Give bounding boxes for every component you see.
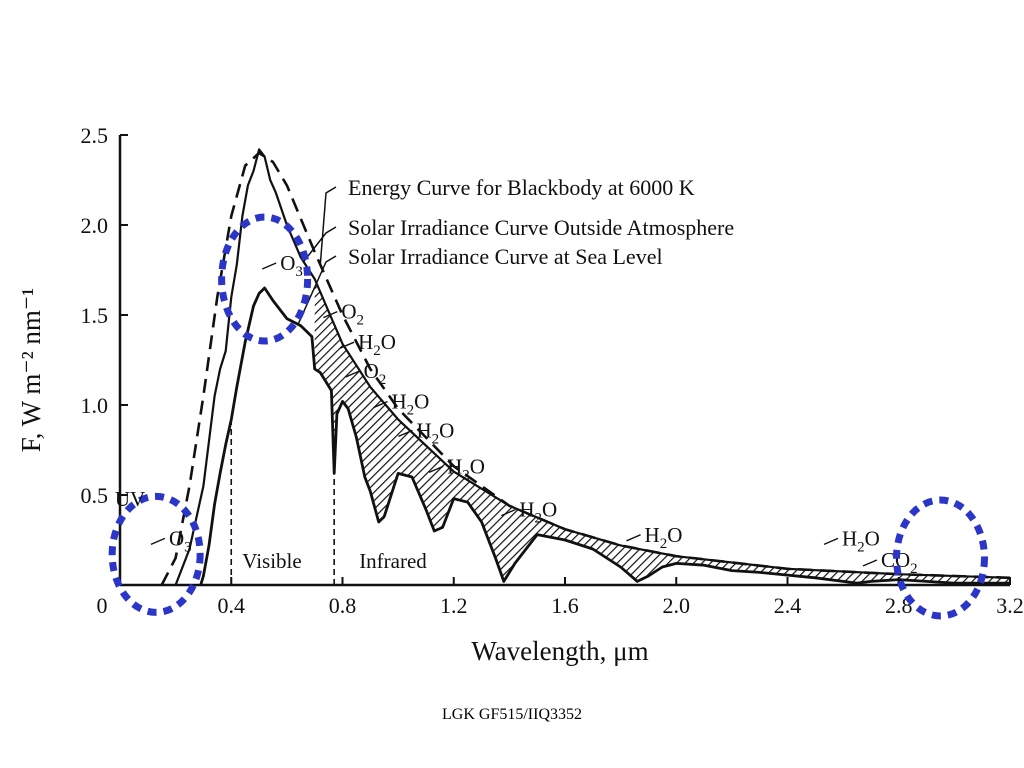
absorption-label-part: 2 — [357, 313, 365, 329]
absorption-label-part: O — [414, 390, 429, 414]
absorption-leader — [373, 400, 388, 409]
x-axis-title: Wavelength, μm — [471, 636, 648, 666]
absorption-label-part: 2 — [535, 511, 543, 527]
absorption-leader — [398, 429, 413, 438]
absorption-leader — [626, 534, 641, 542]
legend-entry: Solar Irradiance Curve at Sea Level — [348, 244, 663, 269]
absorption-label-part: O — [470, 454, 485, 478]
region-label-infrared: Infrared — [359, 549, 427, 573]
absorption-label-part: 3 — [295, 264, 303, 280]
legend-entry: Solar Irradiance Curve Outside Atmospher… — [348, 215, 734, 240]
absorption-label-part: O — [542, 498, 557, 522]
ticks-layer: 0 0.4 0.8 1.2 1.6 2.0 2.4 2.8 3.20.51.01.52.02.5 — [81, 123, 1024, 618]
y-tick-label: 2.0 — [81, 213, 109, 238]
absorption-label-part: O — [439, 418, 454, 442]
absorption-label: H2O — [391, 390, 429, 419]
absorption-label-part: O — [341, 300, 356, 324]
absorption-label-part: O — [280, 251, 295, 275]
highlight-circles — [108, 213, 988, 620]
absorption-leader — [428, 465, 444, 474]
absorption-leader — [261, 262, 277, 270]
absorption-leader — [150, 537, 166, 546]
absorption-label-part: H — [842, 526, 857, 550]
x-tick-label: 2.0 — [663, 593, 691, 618]
absorption-label: O3 — [169, 526, 192, 555]
region-label-visible: Visible — [242, 549, 301, 573]
y-tick-label: 1.5 — [81, 303, 109, 328]
legend-entry: Energy Curve for Blackbody at 6000 K — [348, 175, 695, 200]
y-tick-label: 0.5 — [81, 483, 109, 508]
absorption-label-part: H — [358, 330, 373, 354]
absorption-label: H2O — [842, 526, 880, 555]
absorption-label: H2O — [447, 454, 485, 483]
absorption-label: O3 — [280, 251, 303, 280]
region-label-uv: UV — [115, 487, 145, 511]
absorption-label-part: 2 — [373, 343, 381, 359]
absorption-leader — [339, 341, 355, 349]
axes-layer — [118, 135, 1010, 587]
y-tick-label: 1.0 — [81, 393, 109, 418]
region-boundaries — [230, 423, 335, 585]
absorption-label-part: 2 — [379, 372, 387, 388]
absorption-label: O2 — [341, 300, 364, 329]
solar-sea-level-curve — [199, 286, 1010, 586]
solar-outside-atmosphere-curve — [174, 148, 1011, 586]
series-layer — [160, 148, 1011, 586]
absorption-label: H2O — [645, 523, 683, 552]
absorption-label-part: 2 — [910, 561, 918, 577]
y-tick-label: 2.5 — [81, 123, 109, 148]
x-tick-label: 0 — [97, 593, 108, 618]
atmospheric-absorption-hatch — [314, 279, 1010, 584]
absorption-label-part: O — [364, 359, 379, 383]
absorption-label-part: H — [447, 454, 462, 478]
x-tick-label: 0.4 — [218, 593, 246, 618]
absorption-label-part: H — [645, 523, 660, 547]
absorption-label: H2O — [358, 330, 396, 359]
absorption-label-part: O — [169, 526, 184, 550]
absorption-leader — [345, 370, 360, 378]
highlight-ellipse — [218, 213, 312, 345]
legend-leader-line — [319, 186, 337, 265]
y-axis-title: F, W m⁻² nm⁻¹ — [16, 288, 46, 453]
absorption-label-part: 2 — [660, 536, 668, 552]
x-tick-label: 0.8 — [329, 593, 357, 618]
absorption-label-part: O — [667, 523, 682, 547]
highlight-ellipse — [108, 492, 204, 616]
footer-caption: LGK GF515/IIQ3352 — [442, 706, 582, 723]
absorption-label-part: 2 — [462, 467, 470, 483]
absorption-label-part: H — [519, 498, 534, 522]
absorption-label-part: H — [416, 418, 431, 442]
highlight-ellipse — [892, 496, 988, 620]
absorption-label-part: O — [381, 330, 396, 354]
absorption-label-part: 3 — [184, 539, 192, 555]
absorption-label-part: 2 — [857, 539, 865, 555]
absorption-leader — [823, 537, 839, 546]
absorption-leader — [862, 559, 878, 567]
x-tick-label: 1.6 — [551, 593, 579, 618]
x-tick-label: 3.2 — [996, 593, 1024, 618]
absorption-label-part: H — [391, 390, 406, 414]
legend: Energy Curve for Blackbody at 6000 K Sola… — [297, 175, 734, 325]
absorption-label-part: 2 — [407, 403, 415, 419]
absorption-label-part: O — [865, 526, 880, 550]
absorption-label: O2 — [364, 359, 387, 388]
x-tick-label: 2.4 — [774, 593, 802, 618]
legend-leader-line — [303, 226, 337, 263]
x-tick-label: 1.2 — [440, 593, 468, 618]
absorption-label: H2O — [519, 498, 557, 527]
absorption-label-part: 2 — [432, 431, 440, 447]
absorption-label: H2O — [416, 418, 454, 447]
absorption-leader — [323, 310, 338, 319]
absorption-leader — [501, 508, 516, 517]
